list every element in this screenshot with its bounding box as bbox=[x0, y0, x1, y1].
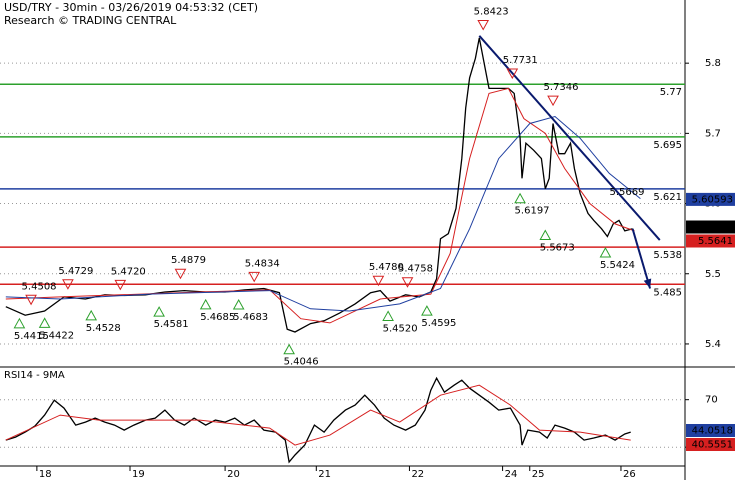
series-line bbox=[5, 376, 631, 464]
x-tick-label: 20 bbox=[227, 469, 240, 480]
price-tag bbox=[686, 220, 735, 234]
high-marker bbox=[547, 95, 559, 107]
x-tick-label: 18 bbox=[39, 469, 52, 480]
level-label: 5.538 bbox=[653, 250, 682, 261]
low-label: 5.4415 bbox=[14, 331, 49, 342]
low-marker bbox=[38, 317, 51, 328]
series-line bbox=[5, 384, 631, 446]
high-marker bbox=[372, 275, 385, 287]
low-marker bbox=[382, 310, 394, 321]
high-label: 5.4879 bbox=[171, 255, 206, 266]
x-tick-label: 21 bbox=[318, 469, 331, 480]
low-label: 5.5424 bbox=[600, 260, 635, 271]
low-label: 5.4046 bbox=[284, 357, 319, 368]
low-label: 5.5673 bbox=[540, 243, 575, 254]
high-marker bbox=[248, 271, 261, 283]
price-tag bbox=[686, 424, 735, 438]
high-marker bbox=[62, 279, 74, 290]
low-marker bbox=[539, 229, 552, 241]
rsi-title: RSI14 - 9MA bbox=[4, 370, 65, 381]
y-tick-label: 5.5 bbox=[705, 269, 721, 280]
price-tag bbox=[686, 192, 735, 206]
low-label: 5.4528 bbox=[86, 323, 121, 334]
high-label: 5.4729 bbox=[58, 266, 93, 277]
high-marker bbox=[25, 294, 37, 306]
low-marker bbox=[199, 298, 212, 310]
low-label: 5.4595 bbox=[421, 318, 456, 329]
series-line bbox=[5, 115, 641, 312]
high-marker bbox=[174, 268, 187, 280]
high-label: 5.4780 bbox=[369, 262, 404, 273]
price-tag-label: 5.5666 bbox=[698, 222, 733, 233]
y-tick-label: 5.7 bbox=[705, 128, 721, 139]
level-label: 5.485 bbox=[653, 287, 682, 298]
level-label: 5.695 bbox=[653, 140, 682, 151]
high-label: 5.7731 bbox=[503, 55, 538, 66]
low-marker bbox=[421, 305, 433, 316]
high-label: 5.8423 bbox=[474, 6, 509, 17]
price-tag-label: 5.60593 bbox=[692, 194, 733, 205]
level-label: 5.77 bbox=[660, 87, 682, 98]
price-tag-label: 5.5641 bbox=[698, 236, 733, 247]
chart-subtitle: Research © TRADING CENTRAL bbox=[4, 14, 177, 27]
high-label: 5.7346 bbox=[544, 82, 579, 93]
low-label: 5.4683 bbox=[233, 312, 268, 323]
trendline bbox=[478, 35, 661, 241]
low-marker bbox=[13, 317, 26, 329]
high-label: 5.4758 bbox=[398, 264, 433, 275]
series-line bbox=[5, 87, 635, 324]
high-marker bbox=[506, 68, 519, 80]
low-label: 5.4422 bbox=[39, 330, 74, 341]
x-tick-label: 26 bbox=[623, 469, 636, 480]
high-marker bbox=[114, 279, 127, 291]
low-marker bbox=[153, 306, 165, 317]
low-label: 5.4685 bbox=[200, 312, 235, 323]
high-label: 5.4508 bbox=[22, 281, 57, 292]
price-tag-label: 40.5551 bbox=[692, 440, 733, 451]
low-label: 5.6197 bbox=[515, 206, 550, 217]
price-label: 5.5669 bbox=[610, 187, 645, 198]
chart-title: USD/TRY - 30min - 03/26/2019 04:53:32 (C… bbox=[4, 1, 258, 14]
low-label: 5.4581 bbox=[154, 319, 189, 330]
high-label: 5.4720 bbox=[111, 266, 146, 277]
high-marker bbox=[401, 277, 414, 288]
price-tag bbox=[686, 438, 735, 452]
x-tick-label: 19 bbox=[132, 469, 145, 480]
y-tick-label: 5.8 bbox=[705, 58, 721, 69]
price-tag-label: 44.0518 bbox=[692, 426, 733, 437]
low-marker bbox=[85, 309, 98, 321]
x-tick-label: 22 bbox=[411, 469, 424, 480]
low-label: 5.4520 bbox=[383, 323, 418, 334]
price-tag bbox=[686, 234, 735, 248]
x-tick-label: 24 bbox=[505, 469, 518, 480]
x-tick-label: 25 bbox=[532, 469, 545, 480]
level-label: 5.621 bbox=[653, 192, 682, 203]
high-label: 5.4834 bbox=[245, 258, 280, 269]
y-tick-label: 70 bbox=[705, 395, 718, 406]
forecast-arrow bbox=[631, 228, 652, 289]
y-tick-label: 5.4 bbox=[705, 339, 721, 350]
low-marker bbox=[283, 343, 295, 355]
arrow-head bbox=[643, 278, 652, 289]
low-marker bbox=[232, 298, 245, 310]
high-marker bbox=[477, 19, 490, 31]
low-marker bbox=[514, 192, 526, 204]
low-marker bbox=[599, 246, 612, 258]
